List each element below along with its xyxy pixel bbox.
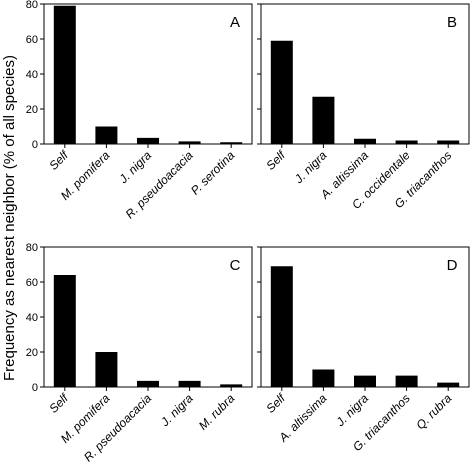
bar <box>220 142 243 144</box>
y-tick-label: 60 <box>26 34 38 46</box>
y-tick-label: 0 <box>32 139 38 151</box>
bar <box>178 141 201 144</box>
bar <box>437 140 460 144</box>
bar <box>354 375 376 387</box>
bar <box>220 384 243 387</box>
y-tick-label: 20 <box>26 104 38 116</box>
x-category-label: Q. rubra <box>413 391 454 432</box>
bar <box>53 5 76 144</box>
x-category-label: J. nigra <box>291 148 330 187</box>
x-category-label: Self <box>46 390 72 416</box>
y-tick-label: 20 <box>26 347 38 359</box>
bar <box>395 375 418 387</box>
bar <box>312 369 335 387</box>
panel-letter: C <box>230 257 241 274</box>
y-tick-label: 0 <box>32 382 38 394</box>
bar <box>137 137 159 144</box>
bar <box>270 40 293 144</box>
x-category-label: M. rubra <box>196 391 238 433</box>
x-category-label: J. nigra <box>116 148 155 187</box>
x-category-label: Self <box>263 147 289 173</box>
bar <box>354 138 376 144</box>
x-category-label: Self <box>263 390 289 416</box>
panel-letter: A <box>230 14 240 31</box>
bar <box>137 380 159 387</box>
y-axis-title: Frequency as nearest neighbor (% of all … <box>1 55 18 381</box>
bar <box>53 275 76 387</box>
y-tick-label: 40 <box>26 69 38 81</box>
x-category-label: P. serotina <box>188 148 238 198</box>
bar <box>95 352 118 387</box>
panel-letter: B <box>447 14 457 31</box>
y-tick-label: 60 <box>26 277 38 289</box>
bar <box>270 266 293 387</box>
y-tick-label: 40 <box>26 312 38 324</box>
x-category-label: J. nigra <box>157 391 196 430</box>
bar <box>178 380 201 387</box>
panel-letter: D <box>447 257 458 274</box>
x-category-label: Self <box>46 147 72 173</box>
bar <box>395 140 418 144</box>
y-tick-label: 80 <box>26 0 38 11</box>
bar <box>95 126 118 144</box>
bar <box>437 382 460 387</box>
bar <box>312 96 335 144</box>
x-category-label: J. nigra <box>333 391 372 430</box>
y-tick-label: 80 <box>26 242 38 254</box>
